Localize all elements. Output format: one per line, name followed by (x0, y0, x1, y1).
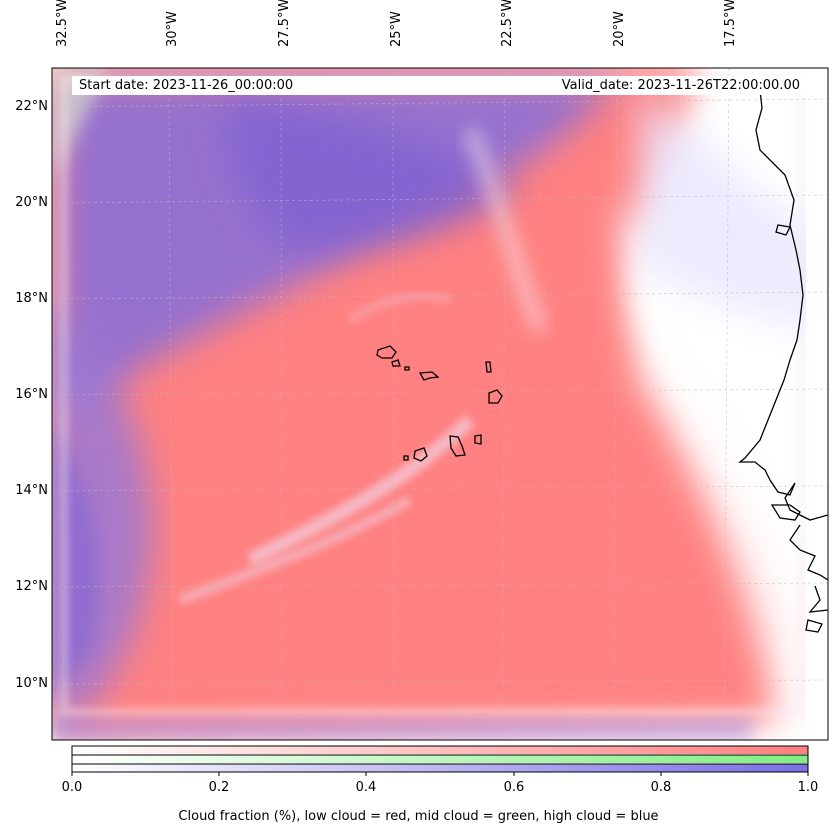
lat-label-3: 18°N (15, 291, 48, 306)
island-boa-vista (488, 389, 503, 404)
lon-label-2: 30°W (165, 11, 180, 47)
lon-label-6: 20°W (612, 11, 627, 47)
island-sao-vicente (391, 359, 401, 367)
island-sal (485, 361, 492, 373)
lat-label-6: 12°N (15, 579, 48, 594)
colorbar-tick-5: 1.0 (797, 780, 819, 795)
colorbar-label: Cloud fraction (%), low cloud = red, mid… (178, 809, 659, 824)
island-sao-nicolau (418, 371, 440, 381)
african-coastline (738, 89, 828, 613)
cape-verde-islands (376, 345, 503, 462)
lat-label-1: 22°N (15, 99, 48, 114)
lat-label-2: 20°N (15, 195, 48, 210)
lon-label-5: 22.5°W (500, 0, 515, 47)
lat-label-4: 16°N (15, 387, 48, 402)
lon-label-3: 27.5°W (277, 0, 292, 47)
island-santa-luzia (404, 366, 410, 371)
valid-date-label: Valid_date: 2023-11-26T22:00:00.00 (561, 78, 800, 93)
island-maio (474, 434, 482, 445)
colorbar-green-strip (72, 755, 808, 763)
gridlines (52, 68, 828, 740)
coast-detail-1 (770, 504, 801, 521)
coast-detail-2 (805, 619, 823, 633)
info-box (72, 76, 808, 95)
cloud-field (52, 68, 828, 740)
lon-label-7: 17.5°W (723, 0, 738, 47)
colorbar-tick-1: 0.2 (208, 780, 230, 795)
colorbar (71, 745, 809, 776)
colorbar-tick-3: 0.6 (503, 780, 525, 795)
lat-label-7: 10°N (15, 676, 48, 691)
lon-label-4: 25°W (389, 11, 404, 47)
island-brava (403, 455, 409, 461)
map-frame (51, 67, 829, 741)
start-date-label: Start date: 2023-11-26_00:00:00 (79, 78, 294, 93)
coast-detail-3 (775, 224, 791, 236)
colorbar-tick-4: 0.8 (650, 780, 672, 795)
island-santiago (449, 435, 466, 457)
colorbar-blue-strip (72, 764, 808, 772)
lon-label-1: 32.5°W (55, 0, 70, 47)
coastline (738, 89, 828, 633)
colorbar-tick-2: 0.4 (355, 780, 377, 795)
colorbar-tick-0: 0.0 (61, 780, 83, 795)
colorbar-red-strip (72, 746, 808, 754)
island-santo-antao (376, 345, 397, 359)
lat-label-5: 14°N (15, 483, 48, 498)
island-fogo (413, 447, 428, 462)
